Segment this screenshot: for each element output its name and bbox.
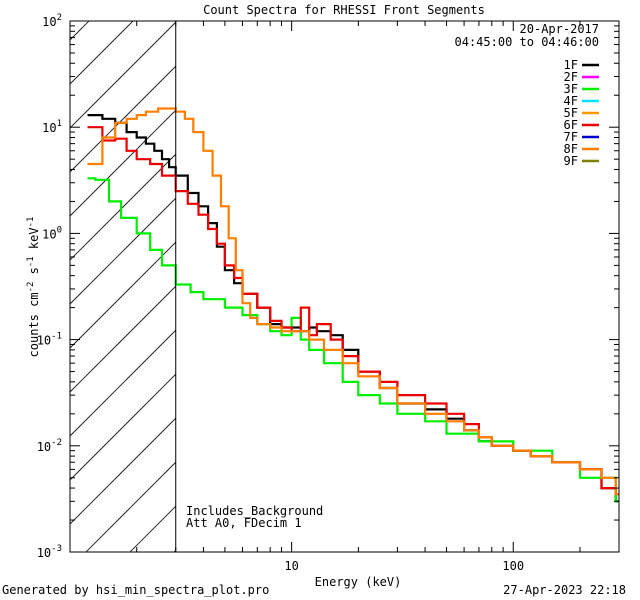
hatch-line [70, 21, 90, 41]
hatch-line [70, 285, 176, 393]
hatch-line [70, 109, 176, 217]
legend-label-6F: 6F [564, 118, 578, 132]
y-tick-label: 100 [42, 225, 62, 241]
y-tick-base: 10 [37, 334, 51, 348]
y-tick-label: 10-1 [37, 332, 62, 348]
y-label-part-2: s [27, 267, 41, 281]
hatch-line [70, 373, 176, 481]
hatch-line [70, 21, 176, 129]
plot-frame [69, 20, 620, 553]
x-tick-label: 10 [284, 559, 298, 573]
y-tick-exp: 0 [57, 225, 62, 235]
y-tick-base: 10 [37, 546, 51, 560]
hatch-line [70, 241, 176, 349]
y-label-exp-1: -2 [26, 282, 36, 293]
annotation-attenuator: Att A0, FDecim 1 [186, 516, 302, 530]
hatch-line [70, 21, 134, 85]
legend-label-3F: 3F [564, 82, 578, 96]
hatch-line [70, 417, 176, 525]
x-tick-label: 100 [502, 559, 524, 573]
y-tick-label: 10-2 [37, 438, 62, 454]
series-group [87, 107, 619, 503]
y-tick-label: 10-3 [37, 544, 62, 560]
y-tick-base: 10 [42, 15, 56, 29]
y-tick-base: 10 [42, 121, 56, 135]
y-tick-exp: -2 [51, 438, 62, 448]
y-tick-label: 102 [42, 13, 62, 29]
legend-label-7F: 7F [564, 130, 578, 144]
y-label-part-3: keV [27, 227, 41, 256]
legend-label-1F: 1F [564, 58, 578, 72]
legend-label-2F: 2F [564, 70, 578, 84]
attenuator-hatch-region [0, 0, 176, 552]
series-line-3F [87, 177, 619, 503]
hatch-line [85, 461, 176, 552]
y-tick-label: 101 [42, 119, 62, 135]
y-label-part-1: counts cm [27, 292, 41, 357]
legend-label-8F: 8F [564, 142, 578, 156]
hatch-line [70, 197, 176, 305]
footer-generated-by: Generated by hsi_min_spectra_plot.pro [2, 583, 269, 597]
series-line-8F [87, 107, 619, 496]
y-label-exp-3: -1 [26, 217, 36, 228]
y-tick-base: 10 [42, 227, 56, 241]
y-tick-exp: 2 [57, 13, 62, 23]
y-tick-exp: 1 [57, 119, 62, 129]
legend-label-5F: 5F [564, 106, 578, 120]
series-line-6F [87, 126, 619, 496]
legend-date: 20-Apr-2017 [520, 22, 599, 36]
series-line-1F [87, 114, 619, 503]
y-label-exp-2: -1 [26, 256, 36, 267]
chart-title: Count Spectra for RHESSI Front Segments [203, 3, 485, 17]
y-tick-base: 10 [37, 440, 51, 454]
hatch-line [70, 65, 176, 173]
legend-time-range: 04:45:00 to 04:46:00 [455, 35, 600, 49]
y-tick-exp: -1 [51, 332, 62, 342]
x-axis-label: Energy (keV) [315, 575, 402, 589]
footer-timestamp: 27-Apr-2023 22:18 [503, 583, 626, 597]
annotation-background: Includes_Background [186, 504, 323, 518]
legend-label-9F: 9F [564, 154, 578, 168]
hatch-line [70, 153, 176, 261]
hatch-line [0, 0, 114, 552]
hatch-line [70, 329, 176, 437]
y-axis-label: counts cm-2 s-1 keV-1 [26, 217, 41, 358]
y-tick-exp: -3 [51, 544, 62, 554]
legend-label-4F: 4F [564, 94, 578, 108]
